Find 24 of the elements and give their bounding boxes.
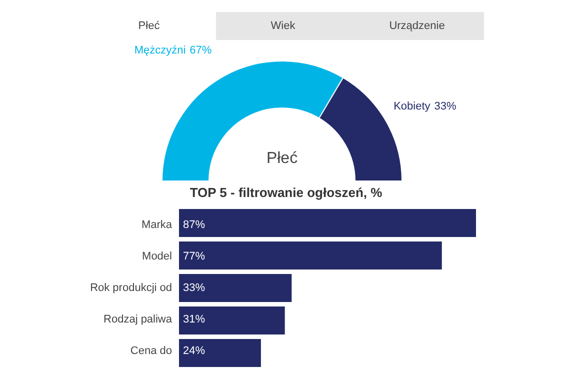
text: Płeć	[138, 20, 160, 32]
data-label: 67%	[190, 44, 212, 57]
data-label: 33%	[183, 282, 206, 294]
bar	[179, 339, 261, 367]
data-label: 33%	[434, 100, 457, 113]
text: Płeć	[266, 150, 298, 167]
bar	[179, 274, 292, 302]
data-label: 87%	[183, 218, 206, 231]
y-tick-label: Marka	[141, 218, 173, 231]
chart-title: TOP 5 - filtrowanie ogłoszeń, %	[190, 185, 383, 200]
data-label: 31%	[183, 314, 206, 326]
slice-label: Kobiety	[394, 100, 431, 113]
y-tick-label: Rok produkcji od	[90, 282, 172, 294]
bar	[179, 209, 476, 237]
bar	[179, 242, 442, 270]
slice-label: Mężczyźni	[134, 44, 186, 57]
y-tick-label: Rodzaj paliwa	[104, 314, 173, 326]
bar	[179, 306, 285, 334]
data-label: 24%	[183, 345, 206, 358]
y-tick-label: Cena do	[130, 345, 172, 358]
data-label: 77%	[183, 250, 206, 262]
y-tick-label: Model	[142, 250, 172, 262]
text: Wiek	[270, 20, 296, 32]
text: Urządzenie	[389, 20, 445, 32]
